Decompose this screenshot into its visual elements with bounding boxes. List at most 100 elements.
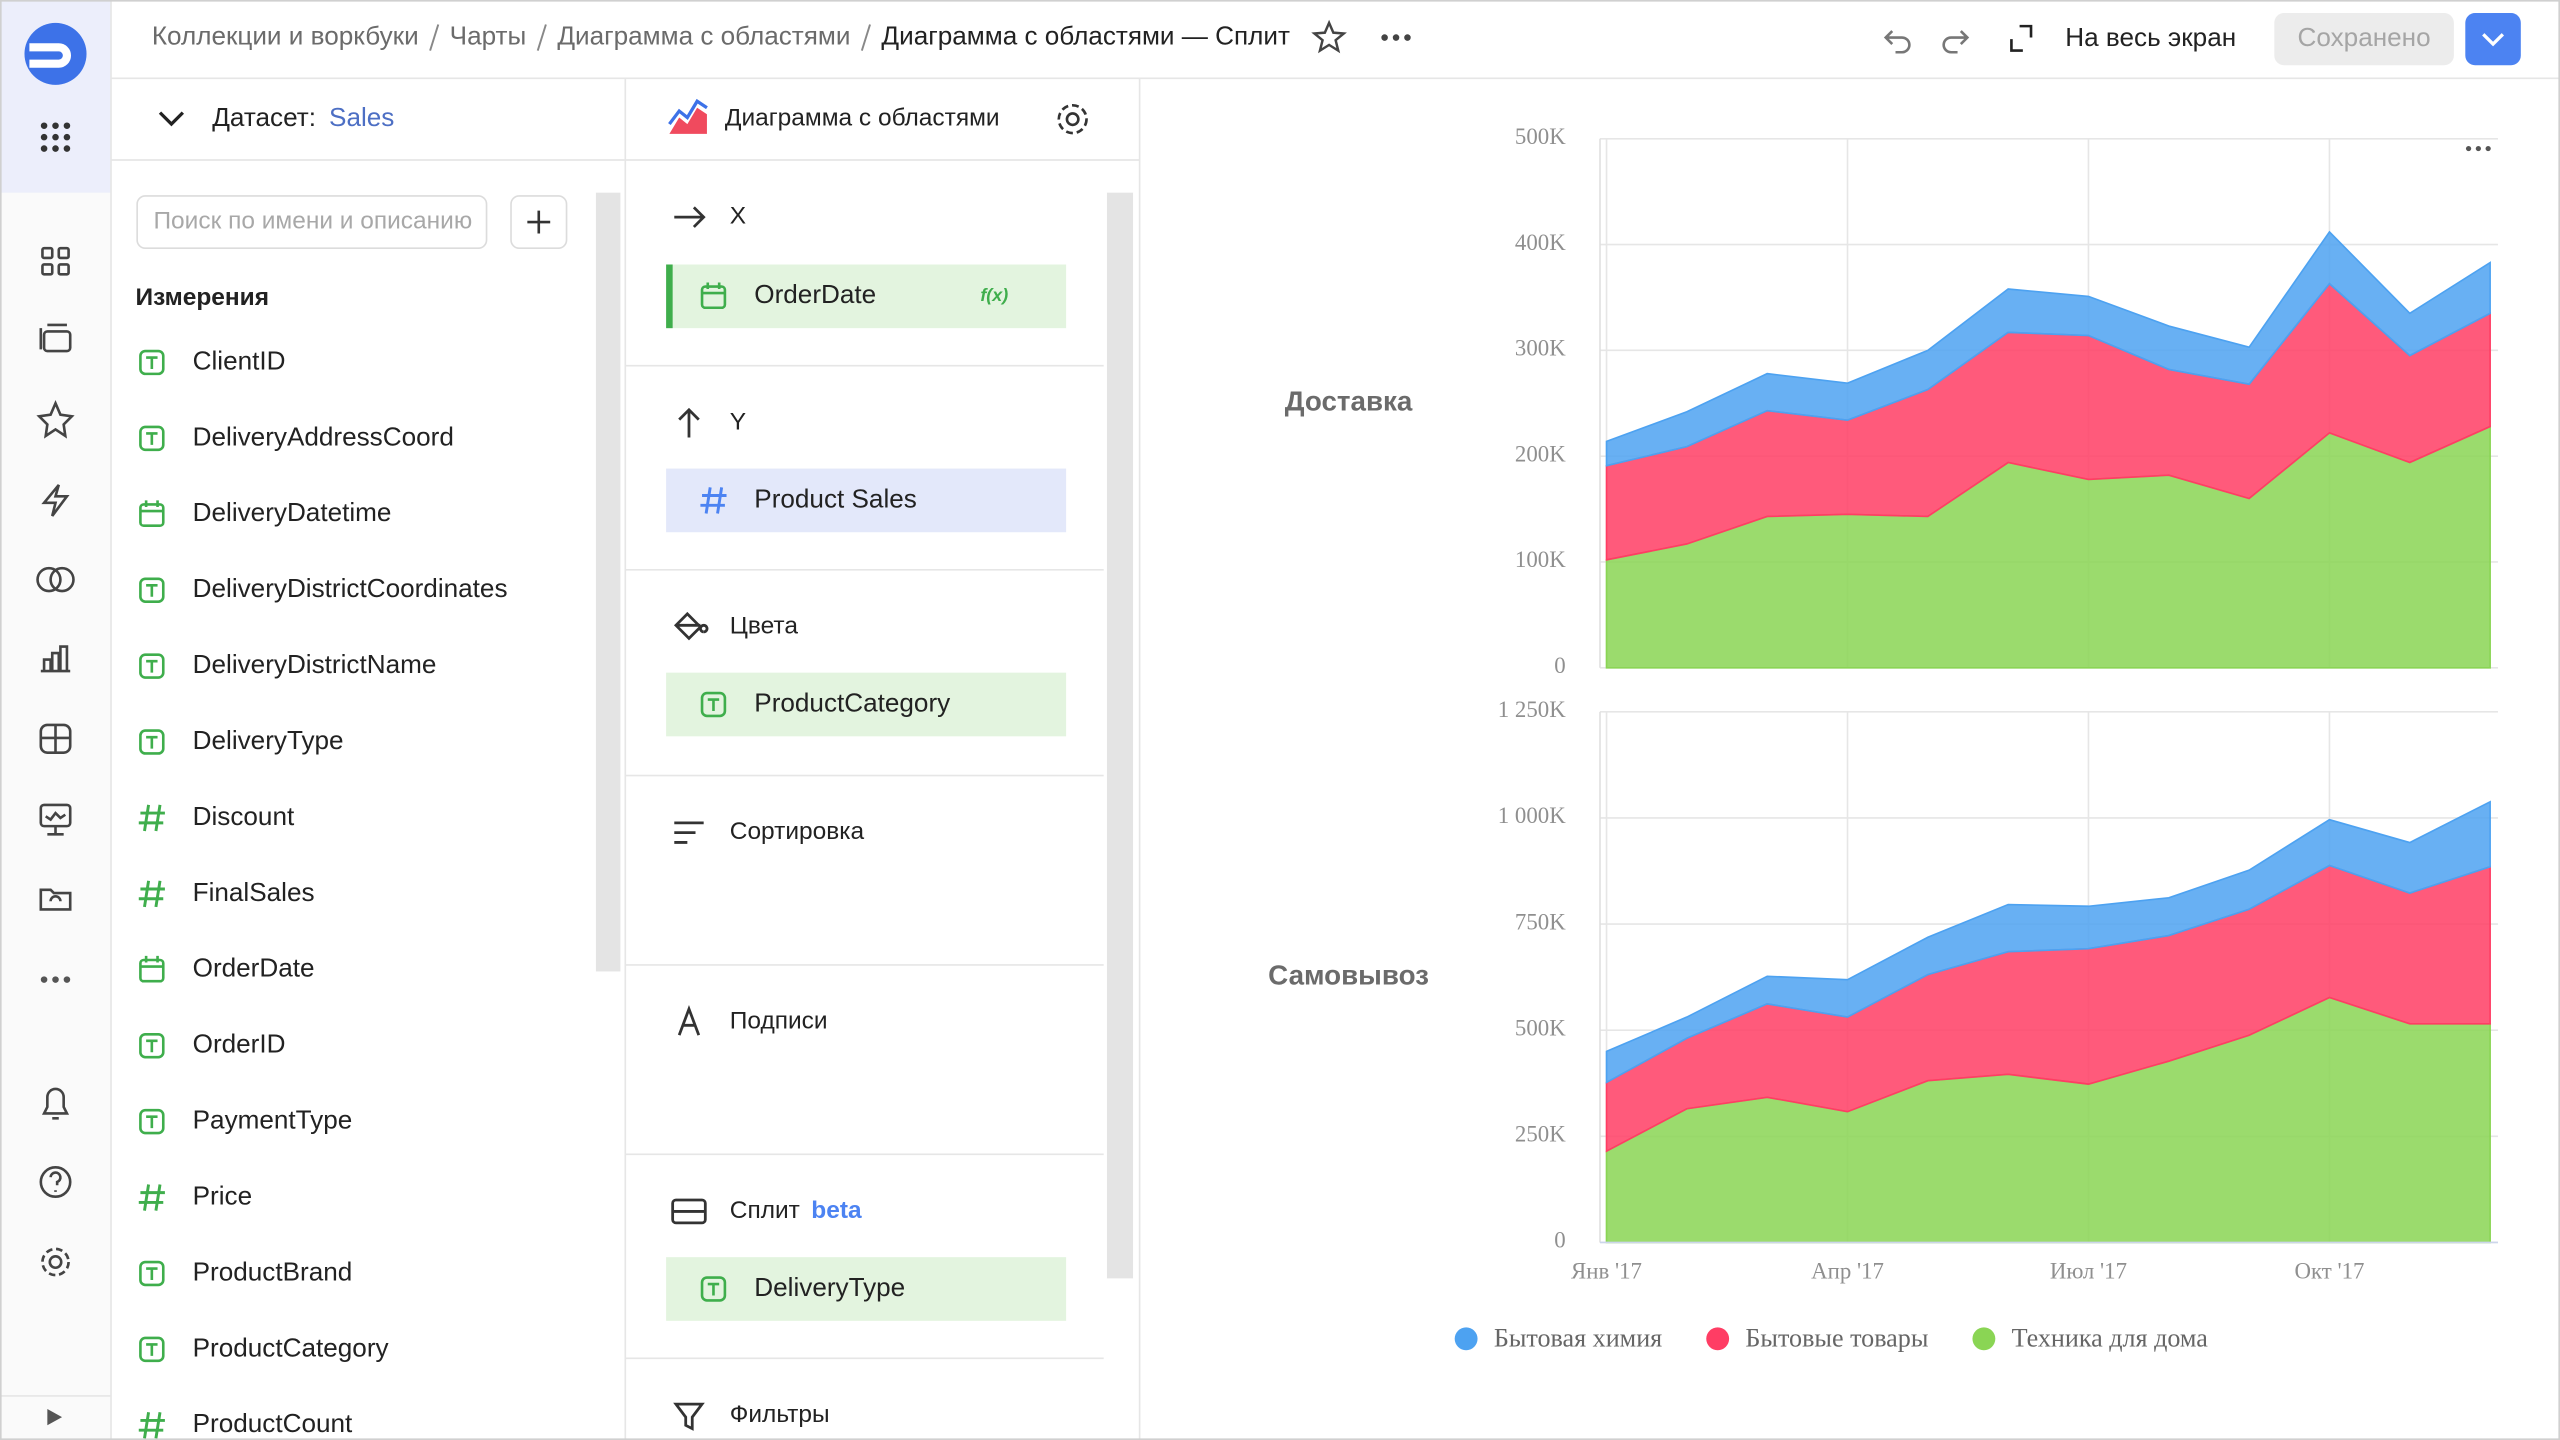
text-field-icon bbox=[700, 1276, 727, 1302]
legend-marker[interactable] bbox=[1972, 1327, 1996, 1351]
field-chip[interactable] bbox=[666, 264, 1067, 329]
legend-entry[interactable]: Бытовые товары bbox=[1745, 1323, 1928, 1352]
nav-icon[interactable] bbox=[39, 803, 72, 836]
field-name[interactable]: Discount bbox=[193, 801, 295, 831]
fullscreen-icon[interactable] bbox=[2010, 24, 2033, 52]
save-button-label[interactable]: Сохранено bbox=[2298, 22, 2431, 52]
nav-icon[interactable] bbox=[39, 1166, 72, 1199]
y-tick-label: 100K bbox=[1515, 547, 1566, 572]
scrollbar[interactable] bbox=[1106, 192, 1134, 1279]
section-icon bbox=[671, 1198, 707, 1225]
date-field-icon bbox=[140, 955, 164, 968]
field-name[interactable]: FinalSales bbox=[193, 877, 315, 907]
y-tick-label: 500K bbox=[1515, 1015, 1566, 1040]
legend-marker[interactable] bbox=[1454, 1327, 1478, 1351]
field-list: ClientID DeliveryAddressCoord DeliveryDate… bbox=[138, 345, 508, 1439]
more-button[interactable] bbox=[1381, 34, 1388, 41]
field-name[interactable]: DeliveryDistrictName bbox=[193, 649, 437, 679]
nav-icon[interactable] bbox=[39, 323, 72, 353]
date-field-icon bbox=[700, 285, 727, 310]
apps-icon[interactable] bbox=[40, 122, 71, 152]
nav-icon[interactable] bbox=[36, 399, 75, 439]
field-name[interactable]: PaymentType bbox=[193, 1105, 353, 1135]
more-button[interactable] bbox=[1404, 34, 1411, 41]
scrollbar[interactable] bbox=[595, 192, 621, 972]
field-name[interactable]: ProductCount bbox=[193, 1408, 353, 1438]
field-name[interactable]: DeliveryDatetime bbox=[193, 497, 392, 527]
nav-icon[interactable] bbox=[41, 484, 70, 517]
section-icon bbox=[673, 1402, 705, 1431]
number-field-icon bbox=[700, 487, 727, 514]
field-name[interactable]: ProductCategory bbox=[193, 1332, 389, 1362]
text-field-icon bbox=[139, 425, 165, 452]
section-icon bbox=[674, 206, 706, 228]
field-name[interactable]: DeliveryAddressCoord bbox=[193, 421, 454, 451]
legend-entry[interactable]: Бытовая химия bbox=[1494, 1323, 1662, 1352]
field-name[interactable]: ClientID bbox=[193, 345, 286, 375]
logo[interactable] bbox=[24, 22, 87, 85]
x-tick-label: Янв '17 bbox=[1571, 1259, 1642, 1284]
more-icon[interactable] bbox=[40, 976, 71, 983]
area bbox=[1605, 800, 2491, 1084]
save-button[interactable] bbox=[2274, 13, 2454, 66]
section-icon bbox=[678, 407, 700, 438]
y-tick-label: 400K bbox=[1515, 230, 1566, 255]
text-field-icon bbox=[139, 1336, 165, 1363]
favorite-button[interactable] bbox=[1311, 19, 1347, 54]
nav-icon[interactable] bbox=[41, 246, 70, 276]
breadcrumbs: Коллекции и воркбуки Чарты Диаграмма с обл… bbox=[152, 19, 1411, 54]
field-name[interactable]: OrderDate bbox=[193, 953, 315, 983]
text-field-icon bbox=[707, 698, 720, 712]
breadcrumb[interactable]: Диаграмма с областями bbox=[557, 20, 850, 50]
section-title: Измерения bbox=[136, 284, 270, 311]
breadcrumb[interactable]: Коллекции и воркбуки bbox=[152, 20, 419, 50]
fullscreen-button[interactable]: На весь экран bbox=[2065, 22, 2236, 52]
redo-button[interactable] bbox=[1942, 30, 1970, 54]
text-field-icon bbox=[146, 432, 158, 445]
nav-icon[interactable] bbox=[39, 888, 72, 911]
field-chip[interactable] bbox=[666, 1257, 1067, 1321]
breadcrumb[interactable]: Чарты bbox=[450, 20, 527, 50]
collapse-icon[interactable] bbox=[158, 111, 185, 127]
field-name[interactable]: OrderID bbox=[193, 1029, 286, 1059]
nav-icon[interactable] bbox=[41, 1087, 70, 1120]
legend-marker[interactable] bbox=[1706, 1327, 1730, 1351]
search-input[interactable] bbox=[136, 195, 488, 249]
y-tick-label: 0 bbox=[1554, 1228, 1565, 1253]
nav-icon[interactable] bbox=[41, 1247, 70, 1277]
text-field-icon bbox=[139, 1108, 165, 1135]
settings-button[interactable] bbox=[1057, 104, 1088, 135]
text-field-icon bbox=[139, 349, 165, 376]
field-chip[interactable] bbox=[666, 468, 1067, 533]
plus-icon bbox=[527, 210, 551, 234]
dataset-label: Датасет: bbox=[212, 102, 316, 132]
field-chip[interactable] bbox=[666, 672, 1067, 737]
text-field-icon bbox=[146, 584, 158, 597]
more-button[interactable] bbox=[1392, 34, 1400, 41]
text-field-icon bbox=[139, 653, 165, 679]
legend-entry[interactable]: Техника для дома bbox=[2012, 1323, 2209, 1352]
text-field-icon bbox=[146, 659, 158, 673]
chart-menu[interactable] bbox=[2465, 145, 2491, 152]
field-name[interactable]: DeliveryType bbox=[193, 725, 344, 755]
nav-icon[interactable] bbox=[40, 645, 71, 673]
chart-title: Диаграмма с областями — Сплит bbox=[881, 20, 1290, 50]
number-field-icon bbox=[138, 880, 165, 908]
nav-icon[interactable] bbox=[36, 566, 75, 593]
save-menu-button[interactable] bbox=[2465, 13, 2521, 66]
field-chip-name: ProductCategory bbox=[754, 687, 950, 717]
section-icon bbox=[673, 611, 709, 641]
section-icon bbox=[674, 821, 704, 844]
chart-type-name[interactable]: Диаграмма с областями bbox=[725, 105, 1000, 132]
nav-icon[interactable] bbox=[39, 723, 72, 754]
undo-button[interactable] bbox=[1883, 30, 1911, 54]
field-name[interactable]: DeliveryDistrictCoordinates bbox=[193, 573, 508, 603]
field-name[interactable]: ProductBrand bbox=[193, 1256, 353, 1286]
split-title: Доставка bbox=[1285, 386, 1413, 417]
field-name[interactable]: Price bbox=[193, 1180, 253, 1210]
expand-button[interactable] bbox=[47, 1408, 63, 1426]
date-field-icon bbox=[702, 282, 725, 295]
dataset-name[interactable]: Sales bbox=[329, 102, 394, 132]
